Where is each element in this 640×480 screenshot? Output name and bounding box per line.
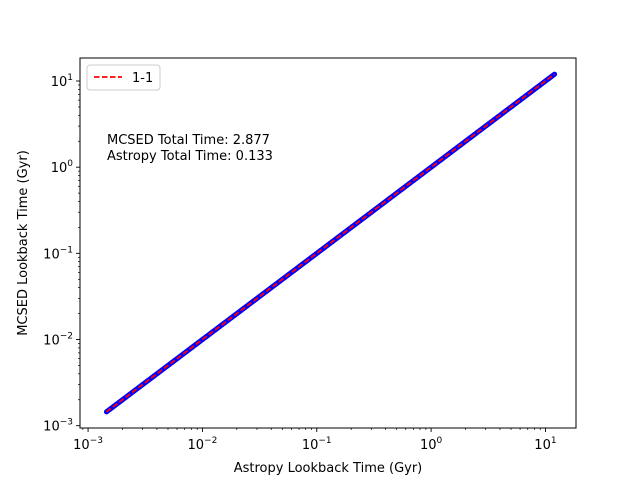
x-tick-label: 101 <box>534 436 556 453</box>
x-tick-label: 10−3 <box>73 436 103 453</box>
annotation-mcsed-time: MCSED Total Time: 2.877 <box>107 133 270 148</box>
x-tick-label: 10−1 <box>302 436 332 453</box>
legend-box <box>86 64 161 91</box>
y-axis-label: MCSED Lookback Time (Gyr) <box>16 150 31 336</box>
legend: 1-1 <box>86 64 161 91</box>
x-axis-ticks: 10−3 10−2 10−1 100 101 <box>73 428 557 453</box>
x-tick-label: 100 <box>420 436 443 453</box>
one-to-one-line-layer <box>105 73 556 413</box>
plot-area-frame <box>79 57 577 429</box>
x-axis-label: Astropy Lookback Time (Gyr) <box>234 461 423 476</box>
annotation-astropy-time: Astropy Total Time: 0.133 <box>107 149 273 164</box>
one-to-one-line <box>105 73 556 413</box>
x-tick-label: 10−2 <box>188 436 218 453</box>
y-axis-ticks: 10−3 10−2 10−1 100 101 <box>43 73 80 435</box>
y-tick-label: 10−3 <box>43 418 73 435</box>
y-tick-label: 101 <box>51 73 73 90</box>
y-tick-label: 10−2 <box>43 332 73 349</box>
y-tick-label: 10−1 <box>43 245 73 262</box>
legend-label: 1-1 <box>132 71 153 86</box>
y-tick-label: 100 <box>51 159 74 176</box>
